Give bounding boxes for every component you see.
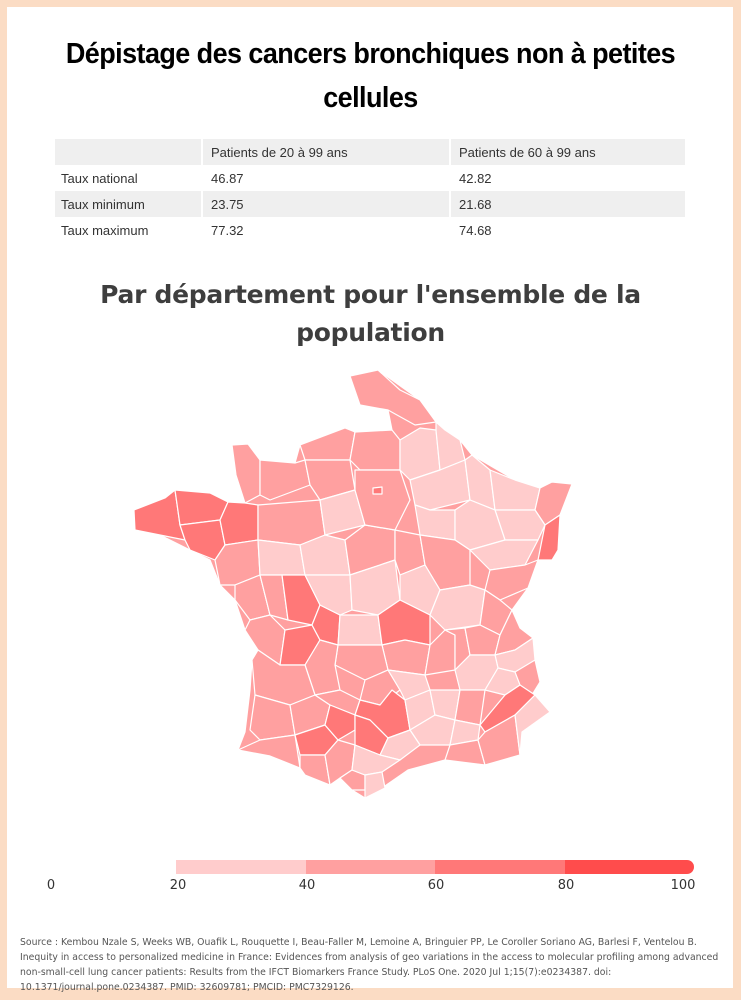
legend-tick: 20 <box>169 878 187 893</box>
region-pyrenees-orientales <box>364 771 386 799</box>
legend-tick: 60 <box>427 878 445 893</box>
region-hautes-pyrenees <box>299 754 331 786</box>
row-label: Taux maximum <box>61 222 149 238</box>
region-ille-et-vilaine <box>219 501 259 546</box>
legend-tick: 40 <box>298 878 316 893</box>
cell-value: 42.82 <box>449 165 685 191</box>
region-somme-oise <box>349 429 401 471</box>
legend-tick: 80 <box>557 878 575 893</box>
legend-tick: 100 <box>670 878 696 893</box>
france-choropleth-map <box>120 360 600 810</box>
region-mayenne-sarthe <box>257 499 326 546</box>
region-maine-et-loire <box>257 539 306 576</box>
legend-bin-20-40 <box>176 860 306 874</box>
cell-value: 46.87 <box>201 165 450 191</box>
map-legend: 0 20 40 60 80 100 <box>0 860 741 900</box>
legend-bin-40-60 <box>306 860 435 874</box>
region-alpes-maritimes <box>514 694 551 756</box>
summary-table: Patients de 20 à 99 ans Patients de 60 à… <box>55 139 685 243</box>
title-line-1: Dépistage des cancers bronchiques non à … <box>65 38 676 70</box>
cell-value: 23.75 <box>201 191 450 217</box>
region-haute-saone <box>469 539 539 571</box>
map-subtitle: Par département pour l'ensemble de la po… <box>0 276 741 352</box>
region-pyrenees-atlantiques <box>237 734 301 769</box>
region-paris <box>372 486 383 495</box>
source-citation: Source : Kembou Nzale S, Weeks WB, Ouafi… <box>20 937 719 993</box>
region-moselle <box>489 469 541 511</box>
legend-bin-60-80 <box>435 860 565 874</box>
region-drome <box>454 689 486 726</box>
row-label: Taux national <box>61 170 138 186</box>
table-header-empty <box>55 139 202 165</box>
subtitle-line-2: population <box>296 318 445 347</box>
title-line-2: cellules <box>323 82 418 114</box>
legend-tick: 0 <box>46 878 56 893</box>
table-header-20-99: Patients de 20 à 99 ans <box>201 139 450 165</box>
table-header-row: Patients de 20 à 99 ans Patients de 60 à… <box>55 139 685 165</box>
cell-value: 74.68 <box>449 217 685 243</box>
region-seine-maritime <box>299 427 356 461</box>
table-header-60-99: Patients de 60 à 99 ans <box>449 139 685 165</box>
region-haut-rhin <box>537 514 561 561</box>
region-creuse <box>337 614 383 646</box>
table-row: Taux minimum 23.75 21.68 <box>55 191 685 217</box>
cell-value: 77.32 <box>201 217 450 243</box>
region-manche <box>231 443 261 504</box>
subtitle-line-1: Par département pour l'ensemble de la <box>100 280 641 309</box>
row-label: Taux minimum <box>55 191 202 217</box>
region-morbihan <box>179 519 226 561</box>
table-row: Taux maximum 77.32 74.68 <box>55 217 685 243</box>
table-row: Taux national 46.87 42.82 <box>55 165 685 191</box>
legend-bin-80-100 <box>565 860 694 874</box>
map-svg <box>133 369 573 799</box>
region-indre <box>304 574 353 616</box>
cell-value: 21.68 <box>449 191 685 217</box>
page-title: Dépistage des cancers bronchiques non à … <box>26 32 715 120</box>
region-hautes-alpes <box>484 667 521 696</box>
